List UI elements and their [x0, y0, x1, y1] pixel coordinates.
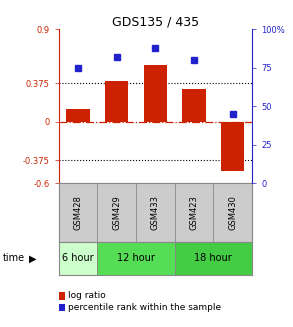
Text: GSM429: GSM429 — [112, 195, 121, 230]
Text: 18 hour: 18 hour — [195, 253, 232, 263]
Text: GSM433: GSM433 — [151, 195, 160, 230]
Bar — [97, 242, 175, 275]
Text: GSM423: GSM423 — [190, 195, 198, 230]
Text: ▶: ▶ — [29, 253, 37, 263]
Title: GDS135 / 435: GDS135 / 435 — [112, 15, 199, 28]
Text: percentile rank within the sample: percentile rank within the sample — [68, 303, 221, 312]
Text: time: time — [3, 253, 25, 263]
Text: 12 hour: 12 hour — [117, 253, 155, 263]
Bar — [66, 109, 90, 122]
Text: GSM428: GSM428 — [74, 195, 82, 230]
Bar — [182, 89, 206, 122]
Bar — [105, 81, 128, 122]
Text: 6 hour: 6 hour — [62, 253, 94, 263]
Text: log ratio: log ratio — [68, 291, 106, 301]
Bar — [175, 242, 252, 275]
Bar — [144, 65, 167, 122]
Bar — [59, 242, 97, 275]
Bar — [221, 122, 244, 171]
Text: GSM430: GSM430 — [228, 195, 237, 230]
